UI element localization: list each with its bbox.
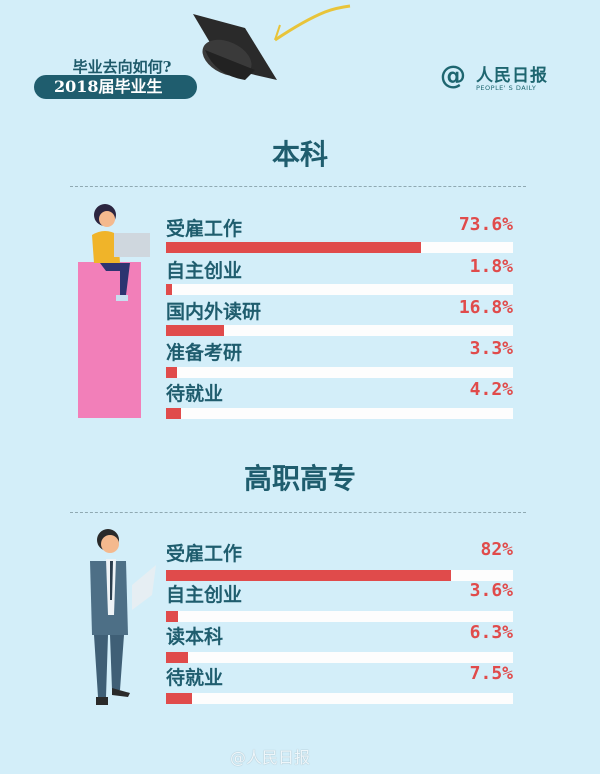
divider (70, 186, 526, 187)
value-label: 3.6% (469, 580, 513, 601)
divider (70, 512, 526, 513)
bar-track (166, 367, 513, 378)
value-label: 3.3% (469, 338, 513, 359)
value-label: 73.6% (458, 214, 513, 235)
peoples-daily-logo: @ 人民日报 PEOPLE' S DAILY (440, 58, 565, 98)
bar-track (166, 570, 513, 581)
value-label: 7.5% (469, 663, 513, 684)
bar (166, 242, 422, 253)
section-title-undergrad: 本科 (271, 138, 328, 171)
value-label: 16.8% (458, 297, 513, 318)
value-label: 82% (480, 539, 513, 560)
bar (166, 652, 188, 663)
bar-label: 读本科 (166, 626, 224, 648)
logo-text: 人民日报 (476, 66, 548, 86)
value-label: 1.8% (469, 256, 513, 277)
bar-track (166, 242, 513, 253)
bar (166, 611, 179, 622)
value-label: 4.2% (469, 379, 513, 400)
bar-track (166, 284, 513, 295)
pink-block (78, 262, 141, 418)
bar-label: 受雇工作 (166, 543, 243, 565)
logo-english: PEOPLE' S DAILY (476, 84, 537, 92)
bar-label: 国内外读研 (166, 301, 262, 323)
bar-label: 受雇工作 (166, 218, 243, 240)
at-icon: @ (440, 61, 466, 91)
bar (166, 570, 451, 581)
value-label: 6.3% (469, 622, 513, 643)
graduation-cap-icon (193, 4, 351, 80)
bar-label: 准备考研 (166, 342, 243, 364)
weibo-watermark: @人民日报 (230, 748, 311, 767)
bar (166, 325, 225, 336)
bar-track (166, 325, 513, 336)
year-badge: 2018届毕业生 (34, 75, 197, 99)
section-title-vocational: 高职高专 (243, 462, 356, 495)
bar-track (166, 652, 513, 663)
bar-track (166, 408, 513, 419)
bar (166, 284, 173, 295)
bar (166, 693, 193, 704)
bar (166, 408, 181, 419)
businessman-illustration (90, 529, 156, 705)
bar (166, 367, 178, 378)
bar-label: 自主创业 (166, 584, 243, 606)
bar-label: 自主创业 (166, 260, 243, 282)
bar-track (166, 693, 513, 704)
bar-track (166, 611, 513, 622)
bar-label: 待就业 (166, 667, 224, 689)
subtitle: 毕业去向如何? (72, 58, 172, 76)
bar-label: 待就业 (166, 383, 224, 405)
woman-laptop-illustration (92, 204, 150, 301)
